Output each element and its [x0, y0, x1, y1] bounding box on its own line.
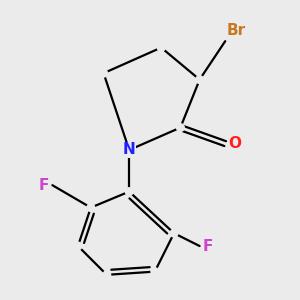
Circle shape — [125, 188, 133, 195]
Circle shape — [196, 76, 203, 83]
Text: Br: Br — [227, 23, 246, 38]
Circle shape — [177, 124, 184, 131]
Circle shape — [87, 204, 94, 212]
Text: F: F — [39, 178, 49, 193]
Circle shape — [74, 242, 82, 250]
Circle shape — [100, 69, 107, 77]
Circle shape — [170, 230, 178, 237]
Text: F: F — [203, 238, 213, 253]
Text: O: O — [228, 136, 242, 151]
Circle shape — [151, 268, 159, 275]
Circle shape — [158, 44, 165, 51]
Text: N: N — [123, 142, 136, 158]
Circle shape — [125, 146, 133, 154]
Circle shape — [103, 271, 111, 279]
